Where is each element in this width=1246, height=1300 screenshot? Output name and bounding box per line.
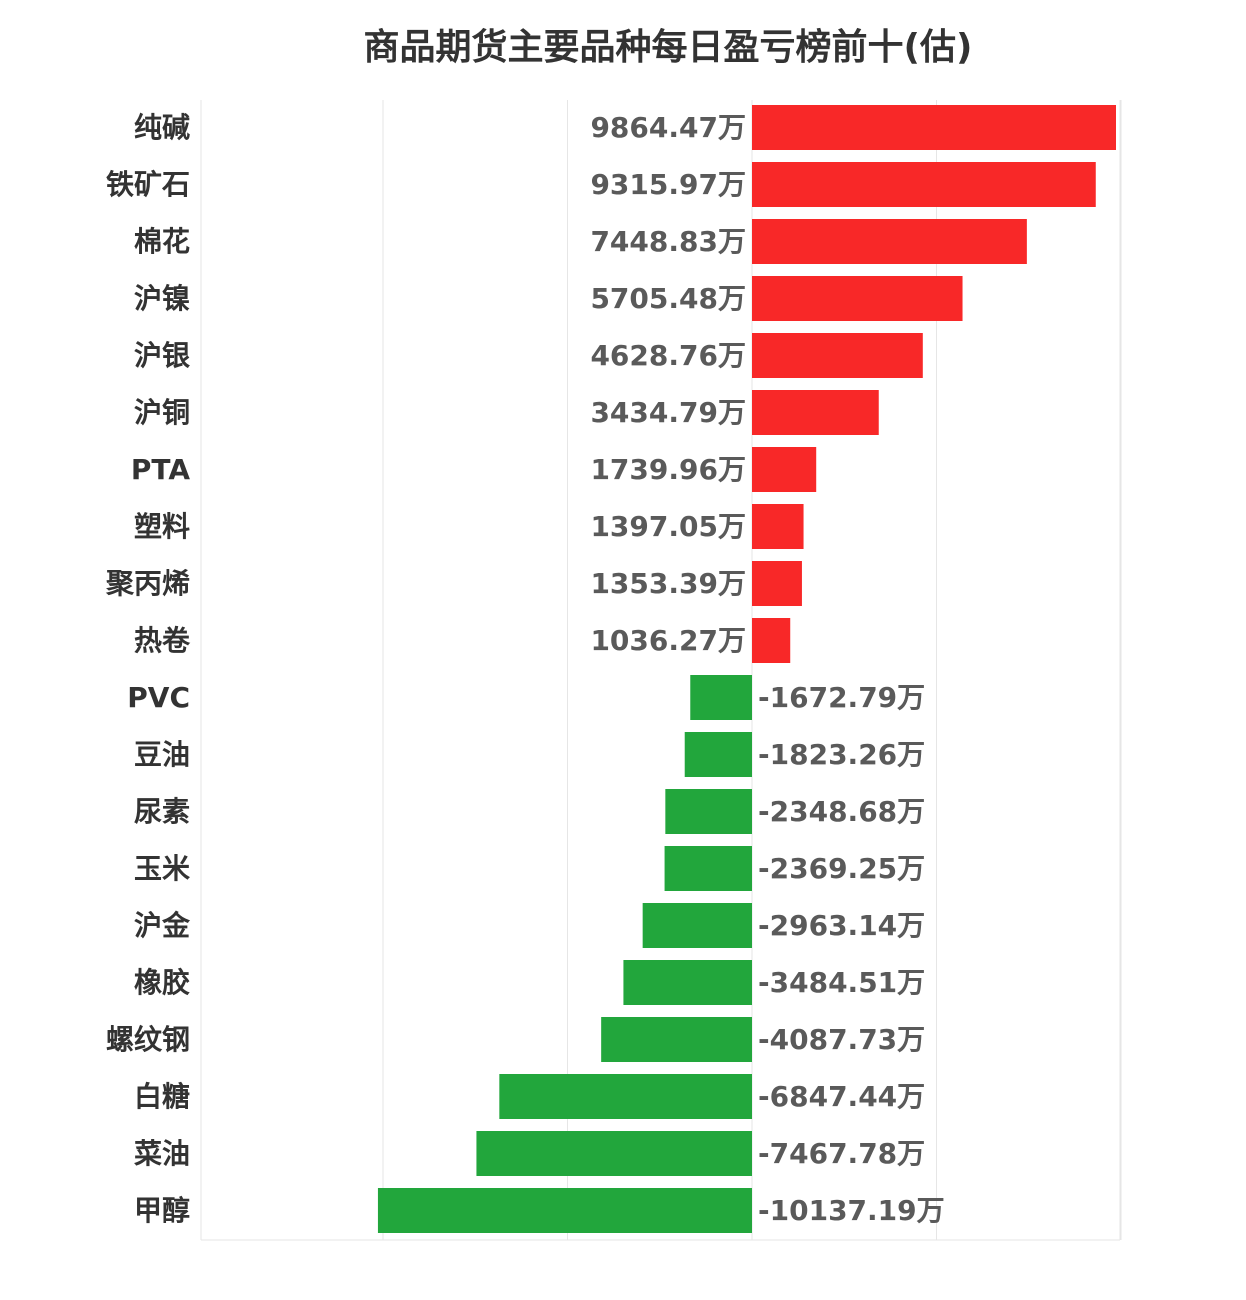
value-label-7: 1397.05万 — [590, 510, 746, 543]
bar-4 — [752, 333, 923, 378]
value-label-0: 9864.47万 — [590, 111, 746, 144]
bar-12 — [665, 789, 752, 834]
bar-16 — [601, 1017, 752, 1062]
category-label-2: 棉花 — [134, 225, 190, 258]
category-label-8: 聚丙烯 — [105, 567, 190, 600]
value-label-19: -10137.19万 — [758, 1194, 945, 1227]
bar-18 — [476, 1131, 752, 1176]
bar-13 — [664, 846, 752, 891]
category-label-13: 玉米 — [134, 852, 190, 885]
bar-9 — [752, 618, 791, 663]
bar-19 — [377, 1188, 752, 1233]
value-label-13: -2369.25万 — [758, 852, 925, 885]
category-label-1: 铁矿石 — [106, 168, 190, 201]
value-label-17: -6847.44万 — [758, 1080, 925, 1113]
bar-14 — [642, 903, 752, 948]
category-label-14: 沪金 — [134, 909, 191, 942]
category-label-11: 豆油 — [134, 738, 190, 771]
category-label-5: 沪铜 — [134, 396, 190, 429]
category-label-19: 甲醇 — [134, 1194, 190, 1227]
bar-1 — [752, 162, 1096, 207]
chart-title: 商品期货主要品种每日盈亏榜前十(估) — [363, 27, 973, 68]
bar-10 — [690, 675, 752, 720]
category-label-0: 纯碱 — [134, 111, 190, 144]
value-label-3: 5705.48万 — [590, 282, 746, 315]
value-label-10: -1672.79万 — [758, 681, 925, 714]
bar-17 — [499, 1074, 752, 1119]
category-label-4: 沪银 — [134, 339, 191, 372]
bar-15 — [623, 960, 752, 1005]
value-label-2: 7448.83万 — [590, 225, 746, 258]
bar-5 — [752, 390, 879, 435]
bar-0 — [752, 105, 1116, 150]
category-label-3: 沪镍 — [134, 282, 190, 315]
category-label-15: 橡胶 — [134, 966, 190, 999]
value-label-15: -3484.51万 — [758, 966, 925, 999]
category-label-12: 尿素 — [134, 795, 190, 828]
bar-layer — [377, 105, 1116, 1233]
value-label-1: 9315.97万 — [590, 168, 746, 201]
category-label-6: PTA — [131, 453, 190, 486]
value-label-12: -2348.68万 — [758, 795, 925, 828]
bar-8 — [752, 561, 802, 606]
value-label-14: -2963.14万 — [758, 909, 925, 942]
value-label-16: -4087.73万 — [758, 1023, 925, 1056]
category-label-7: 塑料 — [134, 510, 190, 543]
value-label-4: 4628.76万 — [590, 339, 746, 372]
category-label-16: 螺纹钢 — [106, 1023, 190, 1056]
value-label-9: 1036.27万 — [590, 624, 746, 657]
value-label-11: -1823.26万 — [758, 738, 925, 771]
category-label-18: 菜油 — [134, 1137, 190, 1170]
bar-7 — [752, 504, 804, 549]
bar-2 — [752, 219, 1027, 264]
category-label-17: 白糖 — [134, 1080, 190, 1113]
value-label-6: 1739.96万 — [590, 453, 746, 486]
bar-11 — [684, 732, 752, 777]
bar-6 — [752, 447, 817, 492]
value-label-18: -7467.78万 — [758, 1137, 925, 1170]
category-label-9: 热卷 — [134, 624, 191, 657]
category-label-10: PVC — [127, 681, 190, 714]
value-label-8: 1353.39万 — [590, 567, 746, 600]
value-label-5: 3434.79万 — [590, 396, 746, 429]
grid-layer — [200, 100, 1122, 1241]
bar-3 — [752, 276, 963, 321]
